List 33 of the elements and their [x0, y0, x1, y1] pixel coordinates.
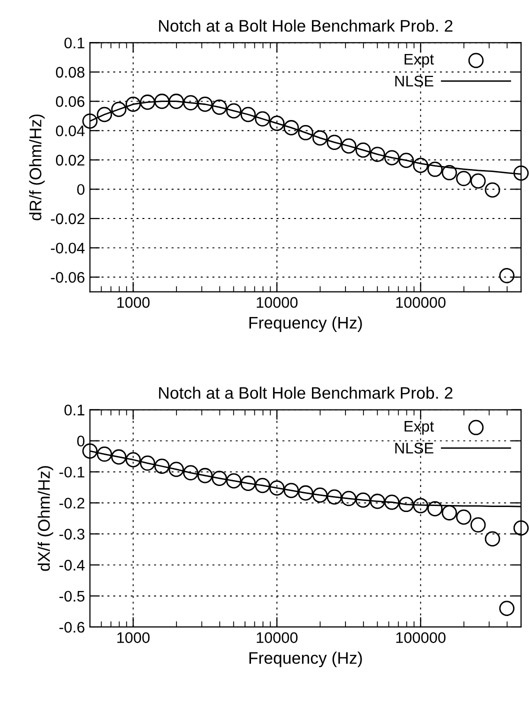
y-tick-label: -0.6	[59, 622, 84, 633]
x-axis-title: Frequency (Hz)	[249, 652, 362, 668]
x-tick-label: 100000	[396, 632, 446, 644]
y-tick-label: 0.1	[64, 404, 84, 416]
y-tick-label: 0	[77, 184, 84, 195]
legend-label: NLSE	[395, 442, 434, 454]
chart-title: Notch at a Bolt Hole Benchmark Prob. 2	[159, 386, 452, 399]
y-axis-title: dX/f (Ohm/Hz)	[38, 466, 54, 571]
y-tick-label: 0.08	[56, 66, 84, 78]
x-tick-label: 1000	[117, 297, 150, 308]
y-tick-label: 0.02	[56, 154, 84, 166]
y-tick-label: -0.04	[50, 242, 85, 254]
legend-label: Expt	[404, 421, 434, 435]
legend-label: NLSE	[395, 76, 434, 87]
y-tick-label: -0.06	[50, 272, 84, 283]
x-tick-label: 1000	[117, 632, 150, 644]
y-axis-title: dR/f (Ohm/Hz)	[29, 114, 45, 220]
y-tick-label: 0.1	[64, 38, 84, 48]
chart-title: Notch at a Bolt Hole Benchmark Prob. 2	[159, 20, 452, 32]
y-tick-label: 0.04	[56, 125, 85, 136]
x-tick-label: 100000	[396, 297, 446, 308]
y-tick-label: -0.02	[50, 213, 84, 224]
y-tick-label: -0.5	[59, 590, 84, 602]
legend-label: Expt	[404, 54, 434, 68]
x-axis-title: Frequency (Hz)	[249, 316, 362, 332]
y-tick-label: 0	[77, 436, 84, 446]
x-tick-label: 10000	[256, 297, 298, 308]
x-tick-label: 10000	[256, 632, 298, 644]
y-tick-label: -0.2	[59, 498, 84, 509]
y-tick-label: 0.06	[56, 96, 84, 108]
y-tick-label: -0.3	[59, 528, 84, 540]
y-tick-label: -0.4	[59, 560, 85, 571]
y-tick-label: -0.1	[59, 466, 84, 478]
